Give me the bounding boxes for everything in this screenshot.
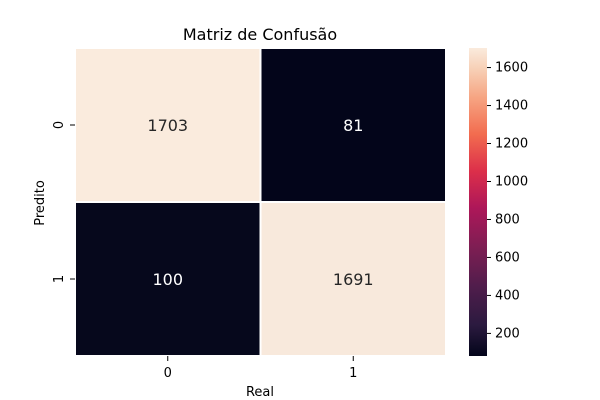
heatmap-cell-r1-c1 (259, 201, 447, 357)
x-tick-label-0: 0 (164, 366, 172, 381)
chart-title: Matriz de Confusão (183, 25, 337, 44)
cell-value-r0-c1: 81 (343, 116, 363, 135)
heatmap-cells (74, 47, 447, 357)
x-tick-label-1: 1 (349, 366, 357, 381)
colorbar-tick-label-6: 1400 (495, 99, 528, 114)
heatmap-cell-labels: 1703 81 100 1691 (147, 116, 373, 289)
y-tick-label-0: 0 (52, 121, 67, 129)
y-axis-label: Predito (33, 180, 48, 226)
colorbar-tick-label-2: 600 (495, 250, 520, 265)
heatmap-cell-r0-c1 (259, 47, 447, 203)
y-axis-ticks: 01 (52, 121, 75, 283)
cell-value-r1-c0: 100 (152, 270, 183, 289)
colorbar-tick-label-3: 800 (495, 212, 520, 227)
colorbar (469, 48, 487, 356)
colorbar-tick-label-7: 1600 (495, 61, 528, 76)
cell-value-r0-c0: 1703 (147, 116, 188, 135)
x-axis-label: Real (246, 385, 274, 400)
y-tick-label-1: 1 (52, 275, 67, 283)
heatmap-cell-r0-c0 (74, 47, 262, 203)
colorbar-tick-label-1: 400 (495, 288, 520, 303)
colorbar-tick-label-5: 1200 (495, 137, 528, 152)
cell-value-r1-c1: 1691 (333, 270, 374, 289)
heatmap-cell-r1-c0 (74, 201, 262, 357)
colorbar-ticks: 200 400 600 800 1000 1200 1400 1600 (487, 61, 528, 341)
colorbar-tick-label-4: 1000 (495, 174, 528, 189)
colorbar-tick-label-0: 200 (495, 326, 520, 341)
